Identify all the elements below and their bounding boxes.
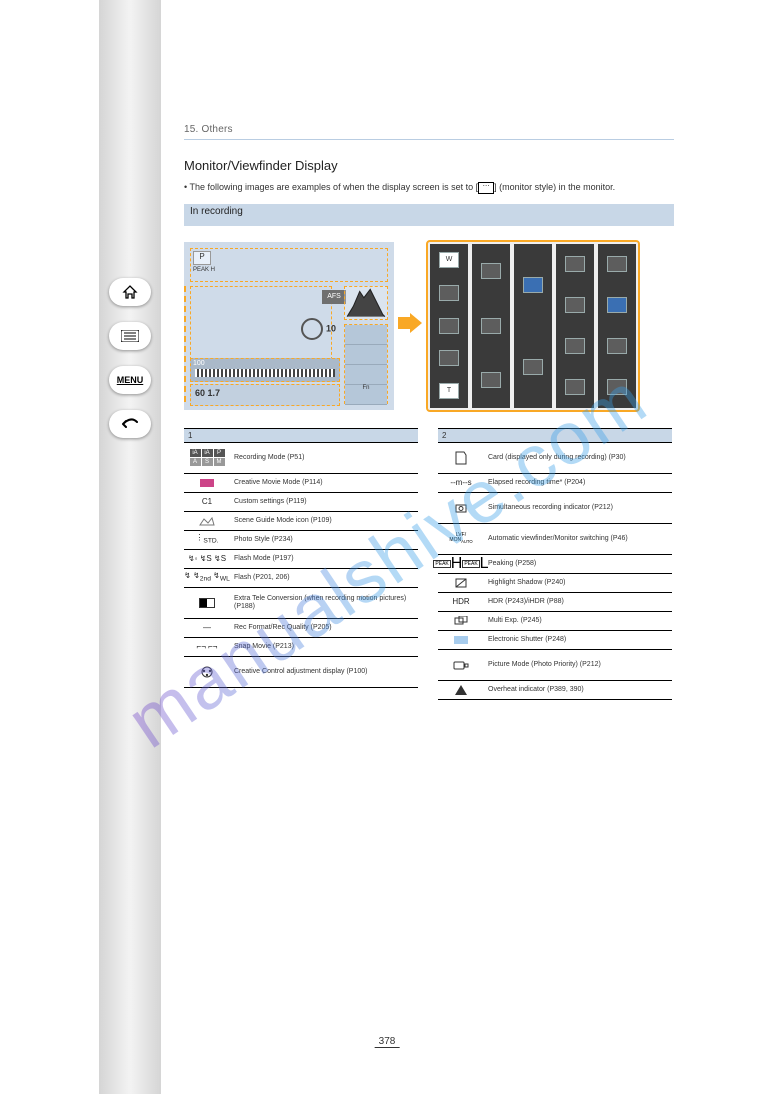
sidebar: MENU [99, 0, 161, 1094]
intro-text: • The following images are examples of w… [184, 181, 674, 194]
monitor-style-icon: ⋯ [478, 182, 494, 194]
touch-w-icon: W [439, 252, 459, 268]
recording-display-diagram: P PEAK H AFS 10 Fn 100 [184, 242, 394, 410]
creative-control-icon [199, 666, 215, 678]
touch-icon [565, 338, 585, 354]
rec-format-icon: — [203, 624, 211, 632]
table-row: Creative Movie Mode (P114) [184, 473, 418, 492]
touch-icon [481, 318, 501, 334]
table-row: iAiAP ASM Recording Mode (P51) [184, 442, 418, 473]
table-row: C1 Custom settings (P119) [184, 492, 418, 511]
afs-badge: AFS [322, 290, 346, 304]
touch-t-icon: T [439, 383, 459, 399]
table-row: ↯◦ ↯S ↯S Flash Mode (P197) [184, 549, 418, 568]
table-row: --m--s Elapsed recording time* (P204) [438, 473, 672, 492]
content: 15. Others Monitor/Viewfinder Display • … [184, 124, 674, 700]
table-row: PEAKH PEAKL Peaking (P258) [438, 554, 672, 573]
lvf-icon: LVF/MONAUTO [449, 533, 472, 544]
highlight-shadow-icon [455, 578, 467, 588]
table-row: LVF/MONAUTO Automatic viewfinder/Monitor… [438, 523, 672, 554]
std-icon: ⋮STD. [195, 534, 218, 545]
table-header-1: 1 [184, 428, 418, 442]
c1-icon: C1 [202, 498, 212, 506]
table-row: Card (displayed only during recording) (… [438, 442, 672, 473]
eshutter-icon [454, 636, 468, 644]
nav-list-button[interactable] [109, 322, 151, 350]
elapsed-icon: --m--s [450, 479, 471, 487]
table-row: Scene Guide Mode icon (P109) [184, 511, 418, 530]
touch-icon [523, 277, 543, 293]
touch-icon [607, 379, 627, 395]
scene-icon [199, 516, 215, 526]
arrow-icon [398, 313, 422, 338]
diagram-region-iso: 100 [190, 358, 340, 382]
simul-rec-icon [454, 502, 468, 514]
peak-icon: PEAK [433, 560, 450, 568]
touch-icon [439, 318, 459, 334]
table-row: Picture Mode (Photo Priority) (P212) [438, 649, 672, 680]
table-row: ↯ ↯2nd ↯WL Flash (P201, 206) [184, 568, 418, 587]
mode-chips-icon: iAiAP ASM [185, 449, 229, 466]
table-row: ⋮STD. Photo Style (P234) [184, 530, 418, 549]
touch-icon [481, 372, 501, 388]
page-number: 378 [375, 1036, 400, 1048]
diagram-touch-tabs: Fn [344, 324, 388, 404]
snap-movie-icon: ⌐¬ ⌐¬ [197, 643, 218, 651]
overheat-icon [455, 685, 467, 695]
table-row: HDR HDR (P243)/iHDR (P88) [438, 592, 672, 611]
table-group-2: 2 Card (displayed only during recording)… [438, 428, 672, 700]
touch-icon [439, 285, 459, 301]
section-band: In recording [184, 204, 674, 226]
flash-wl-icon: ↯ ↯2nd ↯WL [184, 572, 230, 583]
icon-tables: 1 iAiAP ASM Recording Mode (P51) Creativ… [184, 428, 674, 700]
touch-icon [481, 263, 501, 279]
home-icon [122, 284, 138, 300]
touch-icon [523, 359, 543, 375]
touch-icon [607, 297, 627, 313]
table-row: Highlight Shadow (P240) [438, 573, 672, 592]
nav-menu-button[interactable]: MENU [109, 366, 151, 394]
touch-tab-diagram: WT [426, 240, 640, 412]
diagram-region-1: P PEAK H [190, 248, 388, 282]
table-row: ⌐¬ ⌐¬ Snap Movie (P213) [184, 637, 418, 656]
creative-movie-icon [200, 479, 214, 487]
touch-icon [607, 256, 627, 272]
table-row: Simultaneous recording indicator (P212) [438, 492, 672, 523]
section-title: Monitor/Viewfinder Display [184, 158, 674, 173]
mode-badge: P [193, 251, 211, 265]
nav-home-button[interactable] [109, 278, 151, 306]
touch-icon [607, 338, 627, 354]
table-row: Creative Control adjustment display (P10… [184, 656, 418, 688]
picture-mode-icon [453, 660, 469, 670]
table-group-1: 1 iAiAP ASM Recording Mode (P51) Creativ… [184, 428, 418, 700]
table-row: Electronic Shutter (P248) [438, 630, 672, 649]
touch-icon [565, 379, 585, 395]
menu-label: MENU [117, 375, 144, 385]
touch-icon [565, 297, 585, 313]
peak-label: PEAK H [193, 267, 215, 273]
diagram-region-exposure: 60 1.7 [190, 384, 340, 406]
touch-icon [439, 350, 459, 366]
table-header-2: 2 [438, 428, 672, 442]
page: manualshive.com MENU 15. Others Monitor/… [0, 0, 774, 1094]
histogram-icon [344, 286, 388, 320]
ex-tele-icon [199, 598, 215, 608]
back-icon [121, 418, 139, 430]
display-panels: P PEAK H AFS 10 Fn 100 [184, 240, 674, 412]
flash-mode-icon: ↯◦ ↯S ↯S [188, 555, 226, 563]
touch-icon [565, 256, 585, 272]
nav-back-button[interactable] [109, 410, 151, 438]
card-icon [455, 451, 467, 465]
self-timer-icon: 10 [301, 318, 336, 340]
hdr-icon: HDR [452, 598, 469, 606]
multi-exp-icon [454, 616, 468, 626]
hr [184, 139, 674, 140]
list-icon [121, 330, 139, 342]
table-row: Overheat indicator (P389, 390) [438, 680, 672, 700]
table-row: Extra Tele Conversion (when recording mo… [184, 587, 418, 618]
chapter-line: 15. Others [184, 124, 674, 135]
table-row: — Rec Format/Rec Quality (P205) [184, 618, 418, 637]
table-row: Multi Exp. (P245) [438, 611, 672, 630]
